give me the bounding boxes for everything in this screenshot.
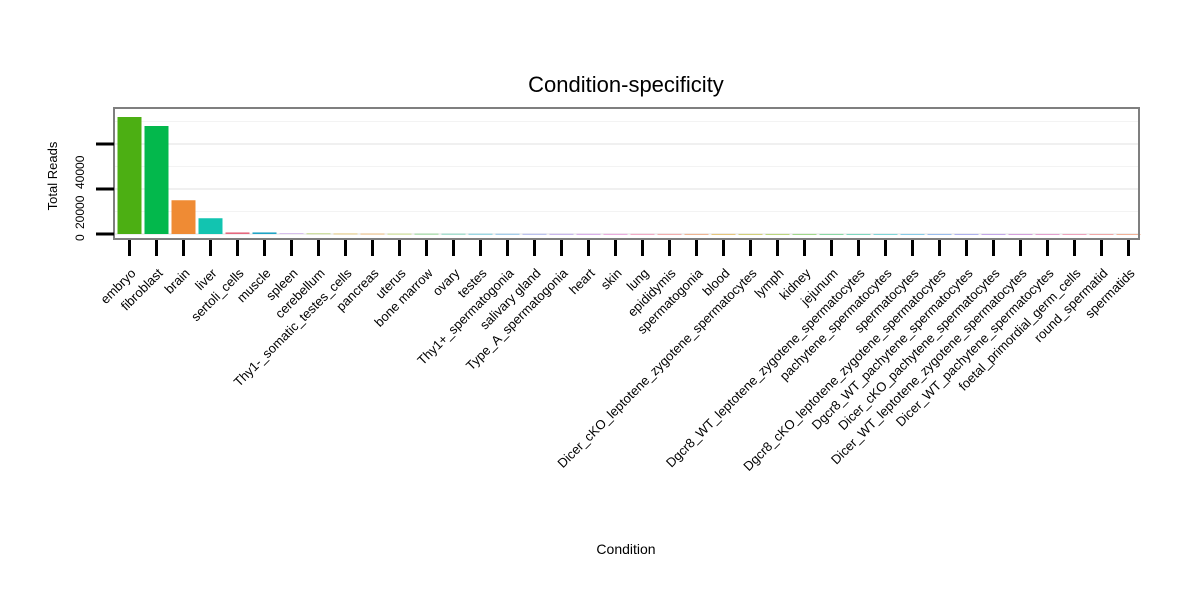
bar-thy1-spermatogonia bbox=[495, 233, 520, 235]
bar-dgcr8-wt-leptotene-zygotene-spermatocytes bbox=[846, 233, 871, 235]
chart-title: Condition-specificity bbox=[528, 72, 724, 97]
bars bbox=[117, 117, 1141, 235]
bar-bone-marrow bbox=[414, 233, 439, 235]
bar-epididymis bbox=[657, 233, 682, 235]
x-axis-label: Condition bbox=[596, 541, 655, 557]
bar-dicer-cko-pachytene-spermatocytes bbox=[981, 233, 1006, 235]
bar-dicer-wt-leptotene-zygotene-spermatocytes bbox=[1008, 233, 1033, 235]
bar-dicer-cko-leptotene-zygotene-spermatocytes bbox=[738, 233, 763, 235]
bar-brain bbox=[171, 200, 196, 234]
bar-foetal-primordial-germ-cells bbox=[1062, 233, 1087, 235]
y-axis-label: Total Reads bbox=[45, 141, 60, 210]
bar-dgcr8-wt-pachytene-spermatocytes bbox=[954, 233, 979, 235]
y-tick-label: 0 bbox=[73, 234, 87, 241]
bar-sertoli-cells bbox=[225, 232, 250, 234]
bar-lymph bbox=[765, 233, 790, 235]
bar-muscle bbox=[252, 232, 277, 234]
bar-lung bbox=[630, 233, 655, 235]
bar-type-a-spermatogonia bbox=[549, 233, 574, 235]
bar-ovary bbox=[441, 233, 466, 235]
bar-embryo bbox=[117, 117, 142, 234]
plot-border bbox=[113, 107, 1140, 240]
bar-dgcr8-cko-leptotene-zygotene-spermatocytes bbox=[927, 233, 952, 235]
y-tick-label: 20000 bbox=[73, 195, 87, 229]
bar-jejunum bbox=[819, 233, 844, 235]
plot-panel bbox=[114, 108, 1139, 239]
bar-thy1-somatic-testes-cells bbox=[333, 233, 358, 235]
bar-round-spermatid bbox=[1089, 233, 1114, 235]
bar-uterus bbox=[387, 233, 412, 235]
bar-liver bbox=[198, 218, 223, 234]
bar-cerebellum bbox=[306, 233, 331, 235]
bar-pachytene-spermatocytes bbox=[873, 233, 898, 235]
x-tick-label: heart bbox=[566, 265, 598, 297]
bar-pancreas bbox=[360, 233, 385, 235]
bar-dicer-wt-pachytene-spermatocytes bbox=[1035, 233, 1060, 235]
bar-kidney bbox=[792, 233, 817, 235]
y-tick-label: 40000 bbox=[73, 155, 87, 189]
x-tick-label: brain bbox=[162, 266, 193, 297]
bar-blood bbox=[711, 233, 736, 235]
x-tick-label: skin bbox=[598, 266, 625, 293]
bar-spermatogonia bbox=[684, 233, 709, 235]
bar-skin bbox=[603, 233, 628, 235]
bar-heart bbox=[576, 233, 601, 235]
bar-salivary-gland bbox=[522, 233, 547, 235]
bar-spermatocytes bbox=[900, 233, 925, 235]
bar-spleen bbox=[279, 233, 304, 234]
bar-testes bbox=[468, 233, 493, 235]
bar-spermatids bbox=[1116, 233, 1141, 235]
y-axis: 0 20000 40000 bbox=[73, 142, 114, 241]
bar-fibroblast bbox=[144, 126, 169, 234]
